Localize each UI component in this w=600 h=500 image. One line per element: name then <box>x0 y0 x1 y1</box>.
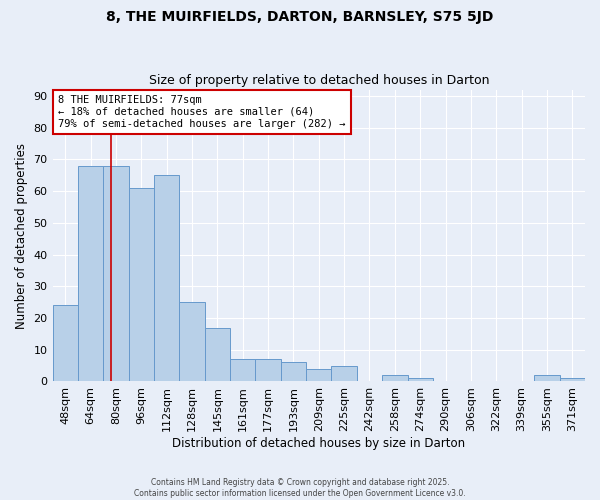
Text: Contains HM Land Registry data © Crown copyright and database right 2025.
Contai: Contains HM Land Registry data © Crown c… <box>134 478 466 498</box>
Bar <box>256 359 281 382</box>
Bar <box>128 188 154 382</box>
Bar <box>281 362 306 382</box>
Bar <box>534 375 560 382</box>
X-axis label: Distribution of detached houses by size in Darton: Distribution of detached houses by size … <box>172 437 466 450</box>
Bar <box>306 369 331 382</box>
Bar <box>382 375 407 382</box>
Bar <box>78 166 103 382</box>
Bar <box>53 306 78 382</box>
Y-axis label: Number of detached properties: Number of detached properties <box>15 142 28 328</box>
Title: Size of property relative to detached houses in Darton: Size of property relative to detached ho… <box>149 74 489 87</box>
Bar <box>560 378 585 382</box>
Bar <box>103 166 128 382</box>
Bar <box>407 378 433 382</box>
Bar <box>154 175 179 382</box>
Bar <box>179 302 205 382</box>
Bar <box>205 328 230 382</box>
Bar <box>331 366 357 382</box>
Text: 8 THE MUIRFIELDS: 77sqm
← 18% of detached houses are smaller (64)
79% of semi-de: 8 THE MUIRFIELDS: 77sqm ← 18% of detache… <box>58 96 346 128</box>
Bar <box>230 359 256 382</box>
Text: 8, THE MUIRFIELDS, DARTON, BARNSLEY, S75 5JD: 8, THE MUIRFIELDS, DARTON, BARNSLEY, S75… <box>106 10 494 24</box>
